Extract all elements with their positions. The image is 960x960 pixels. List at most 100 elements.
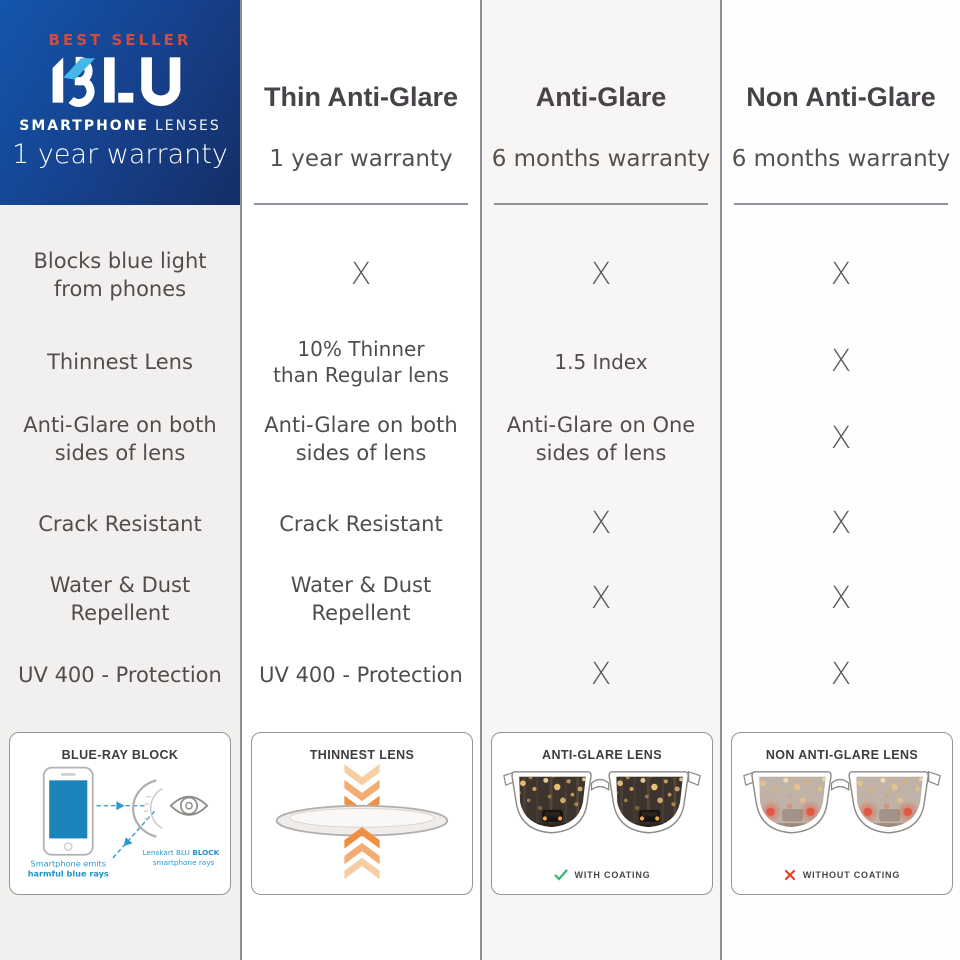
cell-blue-light: X bbox=[482, 215, 720, 335]
glasses-frame-icon bbox=[503, 770, 701, 834]
column-header: Anti-Glare 6 months warranty bbox=[482, 0, 720, 205]
cell-antiglare: Anti-Glare on One sides of lens bbox=[482, 402, 720, 476]
label-line: Crack Resistant bbox=[38, 512, 202, 536]
feature-label-water-dust: Water & Dust Repellent bbox=[0, 564, 240, 634]
cell-water-dust: X bbox=[722, 564, 960, 634]
card-blue-ray-block: BLUE-RAY BLOCK bbox=[9, 732, 231, 895]
cell-line: sides of lens bbox=[535, 441, 667, 465]
cell-thinnest: 1.5 Index bbox=[482, 322, 720, 402]
cell-line: than Regular lens bbox=[273, 363, 449, 387]
cell-line: UV 400 - Protection bbox=[259, 663, 463, 687]
cell-line: Crack Resistant bbox=[279, 512, 443, 536]
label-line: from phones bbox=[53, 277, 187, 301]
lens-icon bbox=[131, 779, 163, 838]
caption-text: WITH COATING bbox=[574, 870, 651, 880]
coating-caption: WITHOUT COATING bbox=[732, 869, 952, 881]
cell-blue-light: X bbox=[242, 215, 480, 335]
column-blu: BEST SELLER SMARTPHONE LENSES 1 year warr… bbox=[0, 0, 240, 960]
column-header: Non Anti-Glare 6 months warranty bbox=[722, 0, 960, 205]
cell-line: Water & Dust bbox=[290, 573, 432, 597]
label-line: Repellent bbox=[70, 601, 170, 625]
cell-line: sides of lens bbox=[295, 441, 427, 465]
card-title: BLUE-RAY BLOCK bbox=[61, 748, 179, 762]
label-line: Thinnest Lens bbox=[47, 350, 193, 374]
header-rule bbox=[494, 203, 708, 205]
non-anti-glare-glasses bbox=[743, 770, 941, 834]
card-title: THINNEST LENS bbox=[309, 748, 415, 762]
caption-smartphone-emits: Smartphone emits bbox=[31, 859, 106, 869]
header-rule bbox=[734, 203, 948, 205]
cell-water-dust: X bbox=[482, 564, 720, 634]
label-line: sides of lens bbox=[54, 441, 186, 465]
label-line: Anti-Glare on both bbox=[23, 413, 217, 437]
cell-uv400: UV 400 - Protection bbox=[242, 640, 480, 710]
x-mark: X bbox=[830, 421, 852, 456]
feature-label-blue-light: Blocks blue light from phones bbox=[0, 215, 240, 335]
logo-arrow-icon bbox=[63, 58, 96, 80]
cell-line: Anti-Glare on One bbox=[506, 413, 696, 437]
x-mark: X bbox=[590, 257, 612, 292]
x-mark: X bbox=[590, 581, 612, 616]
ray-arrow-icon bbox=[96, 801, 156, 861]
column-non-anti-glare: Non Anti-Glare 6 months warranty X X X X… bbox=[720, 0, 960, 960]
column-anti-glare: Anti-Glare 6 months warranty X 1.5 Index… bbox=[480, 0, 720, 960]
x-mark: X bbox=[830, 657, 852, 692]
glasses-frame-icon bbox=[743, 770, 941, 834]
column-header: Thin Anti-Glare 1 year warranty bbox=[242, 0, 480, 205]
cell-water-dust: Water & Dust Repellent bbox=[242, 564, 480, 634]
cell-line: Anti-Glare on both bbox=[264, 413, 458, 437]
label-line: Water & Dust bbox=[49, 573, 191, 597]
caption-smartphone-rays: smartphone rays bbox=[153, 858, 215, 867]
card-title: NON ANTI-GLARE LENS bbox=[765, 748, 919, 762]
x-mark: X bbox=[830, 257, 852, 292]
column-title: Non Anti-Glare bbox=[746, 82, 936, 112]
cross-icon bbox=[784, 869, 795, 881]
cell-antiglare: Anti-Glare on both sides of lens bbox=[242, 402, 480, 476]
tagline-bold: SMARTPHONE bbox=[19, 118, 149, 134]
brand-panel: BEST SELLER SMARTPHONE LENSES 1 year warr… bbox=[0, 0, 240, 205]
feature-label-antiglare: Anti-Glare on both sides of lens bbox=[0, 402, 240, 476]
eye-icon bbox=[169, 795, 209, 816]
header-rule bbox=[254, 203, 468, 205]
x-mark: X bbox=[830, 581, 852, 616]
column-warranty: 1 year warranty bbox=[269, 146, 453, 172]
x-mark: X bbox=[590, 657, 612, 692]
coating-caption: WITH COATING bbox=[492, 869, 712, 881]
phone-icon bbox=[42, 766, 94, 856]
cell-thinnest: 10% Thinner than Regular lens bbox=[242, 322, 480, 402]
cell-thinnest: X bbox=[722, 322, 960, 402]
column-warranty: 6 months warranty bbox=[731, 146, 951, 172]
lens-side-icon bbox=[275, 804, 449, 837]
cell-blue-light: X bbox=[722, 215, 960, 335]
cell-line: Repellent bbox=[311, 601, 411, 625]
feature-label-thinnest: Thinnest Lens bbox=[0, 322, 240, 402]
anti-glare-glasses bbox=[503, 770, 701, 834]
x-mark: X bbox=[830, 344, 852, 379]
label-line: Blocks blue light bbox=[33, 249, 207, 273]
best-seller-badge: BEST SELLER bbox=[48, 31, 192, 49]
tagline-light: LENSES bbox=[154, 118, 221, 134]
thinnest-lens-diagram bbox=[275, 764, 449, 880]
label-line: UV 400 - Protection bbox=[18, 663, 222, 687]
card-anti-glare-lens: ANTI-GLARE LENS bbox=[491, 732, 713, 895]
column-title: Thin Anti-Glare bbox=[264, 82, 458, 112]
card-title: ANTI-GLARE LENS bbox=[542, 748, 662, 762]
cell-line: 10% Thinner bbox=[297, 337, 425, 361]
cell-antiglare: X bbox=[722, 402, 960, 476]
feature-label-uv400: UV 400 - Protection bbox=[0, 640, 240, 710]
compress-arrows-up-icon bbox=[344, 827, 380, 880]
x-mark: X bbox=[590, 506, 612, 541]
x-mark: X bbox=[830, 506, 852, 541]
card-thinnest-lens: THINNEST LENS bbox=[251, 732, 473, 895]
cell-line: 1.5 Index bbox=[554, 350, 648, 374]
cell-uv400: X bbox=[482, 640, 720, 710]
feature-label-crack: Crack Resistant bbox=[0, 489, 240, 559]
brand-warranty: 1 year warranty bbox=[12, 139, 228, 170]
cell-crack: X bbox=[722, 489, 960, 559]
column-warranty: 6 months warranty bbox=[491, 146, 711, 172]
blue-ray-diagram: Smartphone emits harmful blue rays Lensk… bbox=[28, 766, 220, 879]
brand-tagline: SMARTPHONE LENSES bbox=[0, 118, 240, 134]
column-thin-anti-glare: Thin Anti-Glare 1 year warranty X 10% Th… bbox=[240, 0, 480, 960]
